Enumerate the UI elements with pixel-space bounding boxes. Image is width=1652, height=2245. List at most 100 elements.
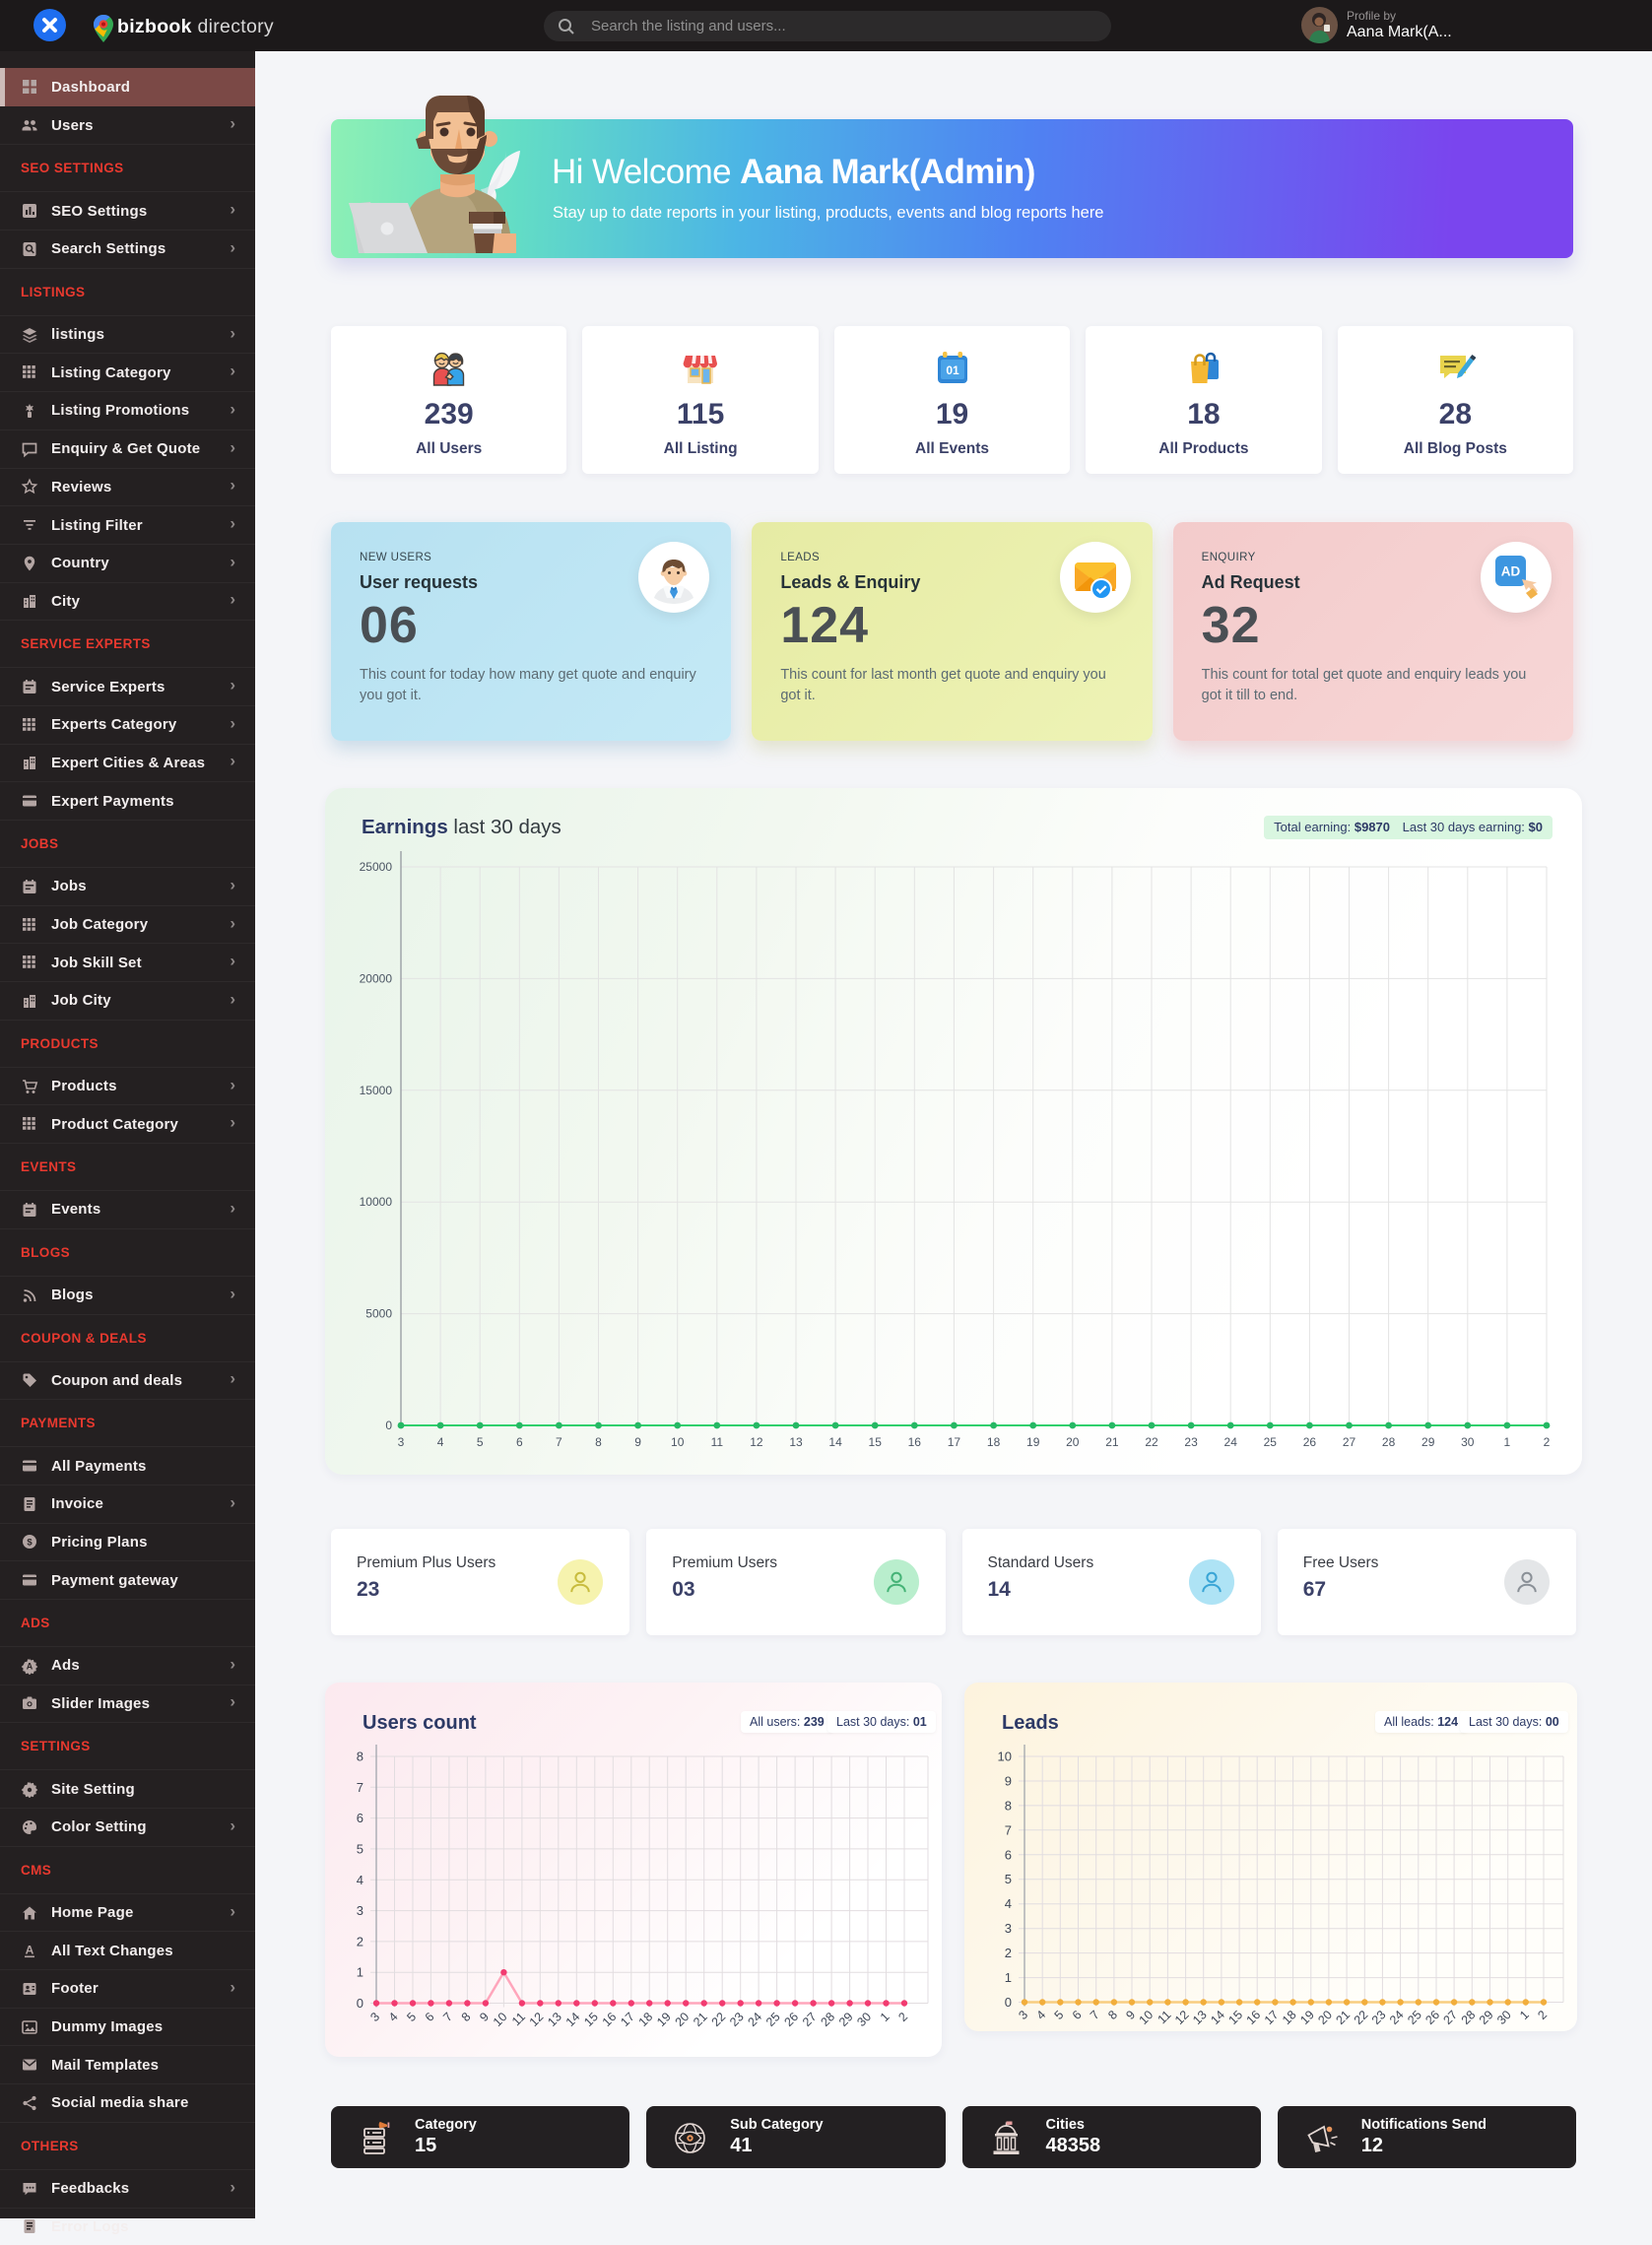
svg-text:5: 5	[1052, 2008, 1067, 2022]
svg-text:14: 14	[563, 2010, 583, 2029]
svg-text:3: 3	[398, 1435, 405, 1449]
svg-text:6: 6	[423, 2010, 437, 2024]
svg-text:21: 21	[1333, 2008, 1353, 2027]
svg-text:19: 19	[654, 2010, 674, 2029]
svg-text:5: 5	[404, 2010, 419, 2024]
svg-text:24: 24	[1387, 2008, 1407, 2027]
svg-text:28: 28	[1459, 2008, 1479, 2027]
svg-text:4: 4	[357, 1873, 363, 1887]
svg-text:21: 21	[1105, 1435, 1119, 1449]
svg-text:18: 18	[1280, 2008, 1299, 2027]
svg-text:13: 13	[1190, 2008, 1210, 2027]
svg-text:4: 4	[386, 2010, 401, 2024]
svg-text:2: 2	[1535, 2008, 1550, 2022]
svg-text:8: 8	[595, 1435, 602, 1449]
svg-text:15: 15	[869, 1435, 883, 1449]
svg-text:10: 10	[671, 1435, 685, 1449]
svg-text:15000: 15000	[360, 1084, 393, 1097]
svg-text:8: 8	[1105, 2008, 1120, 2022]
svg-text:10: 10	[1137, 2008, 1156, 2027]
svg-text:7: 7	[1088, 2008, 1102, 2022]
svg-text:3: 3	[1016, 2008, 1030, 2022]
svg-text:18: 18	[636, 2010, 656, 2029]
svg-text:7: 7	[440, 2010, 455, 2024]
svg-text:25: 25	[763, 2010, 783, 2029]
svg-text:0: 0	[1005, 1995, 1012, 2010]
svg-text:3: 3	[357, 1903, 363, 1918]
svg-text:11: 11	[509, 2010, 528, 2028]
svg-text:20: 20	[1315, 2008, 1335, 2027]
svg-text:7: 7	[556, 1435, 562, 1449]
svg-text:1: 1	[878, 2010, 892, 2024]
svg-text:9: 9	[1005, 1774, 1012, 1789]
svg-text:6: 6	[1070, 2008, 1085, 2022]
svg-text:25: 25	[1405, 2008, 1424, 2027]
svg-text:23: 23	[1184, 1435, 1198, 1449]
svg-text:19: 19	[1026, 1435, 1040, 1449]
svg-text:9: 9	[1123, 2008, 1138, 2022]
svg-text:8: 8	[1005, 1798, 1012, 1813]
svg-text:23: 23	[1369, 2008, 1389, 2027]
svg-text:13: 13	[789, 1435, 803, 1449]
svg-text:6: 6	[1005, 1847, 1012, 1862]
svg-text:5: 5	[357, 1841, 363, 1856]
svg-text:7: 7	[357, 1780, 363, 1795]
svg-text:22: 22	[1145, 1435, 1158, 1449]
svg-text:11: 11	[711, 1435, 724, 1449]
svg-text:10000: 10000	[360, 1195, 393, 1209]
svg-text:27: 27	[1440, 2008, 1460, 2027]
svg-text:25000: 25000	[360, 860, 393, 874]
svg-text:9: 9	[477, 2010, 492, 2024]
svg-text:15: 15	[581, 2010, 601, 2029]
svg-text:3: 3	[367, 2010, 382, 2024]
svg-text:14: 14	[828, 1435, 842, 1449]
svg-text:7: 7	[1005, 1822, 1012, 1837]
svg-text:30: 30	[1461, 1435, 1475, 1449]
svg-text:A: A	[27, 1661, 33, 1671]
svg-text:1: 1	[1005, 1970, 1012, 1985]
svg-text:20: 20	[1066, 1435, 1080, 1449]
svg-text:6: 6	[516, 1435, 523, 1449]
svg-text:11: 11	[1155, 2008, 1173, 2026]
svg-text:28: 28	[1382, 1435, 1396, 1449]
svg-text:8: 8	[357, 1750, 363, 1764]
svg-text:17: 17	[1262, 2008, 1282, 2027]
svg-text:1: 1	[1504, 1435, 1511, 1449]
svg-text:22: 22	[709, 2010, 729, 2029]
svg-text:17: 17	[948, 1435, 961, 1449]
svg-text:14: 14	[1208, 2008, 1227, 2027]
svg-text:AD: AD	[1501, 564, 1521, 579]
svg-text:9: 9	[634, 1435, 641, 1449]
svg-text:A: A	[26, 1944, 34, 1957]
svg-text:4: 4	[1034, 2008, 1049, 2022]
svg-text:25: 25	[1264, 1435, 1278, 1449]
svg-text:0: 0	[357, 1996, 363, 2011]
svg-text:2: 2	[357, 1934, 363, 1948]
svg-text:20: 20	[673, 2010, 693, 2029]
svg-text:30: 30	[1494, 2008, 1514, 2027]
svg-text:28: 28	[818, 2010, 837, 2029]
svg-text:1: 1	[357, 1965, 363, 1980]
svg-text:10: 10	[491, 2010, 510, 2029]
svg-text:16: 16	[908, 1435, 922, 1449]
svg-text:3: 3	[1005, 1921, 1012, 1936]
svg-text:01: 01	[946, 363, 959, 377]
svg-text:29: 29	[1421, 1435, 1435, 1449]
svg-text:24: 24	[1224, 1435, 1238, 1449]
svg-text:12: 12	[527, 2010, 547, 2029]
svg-text:1: 1	[1517, 2008, 1532, 2022]
svg-text:26: 26	[781, 2010, 801, 2029]
svg-text:26: 26	[1303, 1435, 1317, 1449]
svg-text:4: 4	[1005, 1896, 1012, 1911]
svg-text:8: 8	[459, 2010, 474, 2024]
svg-text:2: 2	[1005, 1946, 1012, 1960]
svg-text:2: 2	[895, 2010, 910, 2024]
svg-text:12: 12	[750, 1435, 763, 1449]
svg-text:16: 16	[600, 2010, 620, 2029]
svg-text:21: 21	[691, 2010, 710, 2029]
svg-text:10: 10	[998, 1750, 1012, 1764]
svg-text:5: 5	[477, 1435, 484, 1449]
svg-text:20000: 20000	[360, 971, 393, 985]
svg-text:24: 24	[745, 2010, 764, 2029]
svg-text:29: 29	[836, 2010, 856, 2029]
